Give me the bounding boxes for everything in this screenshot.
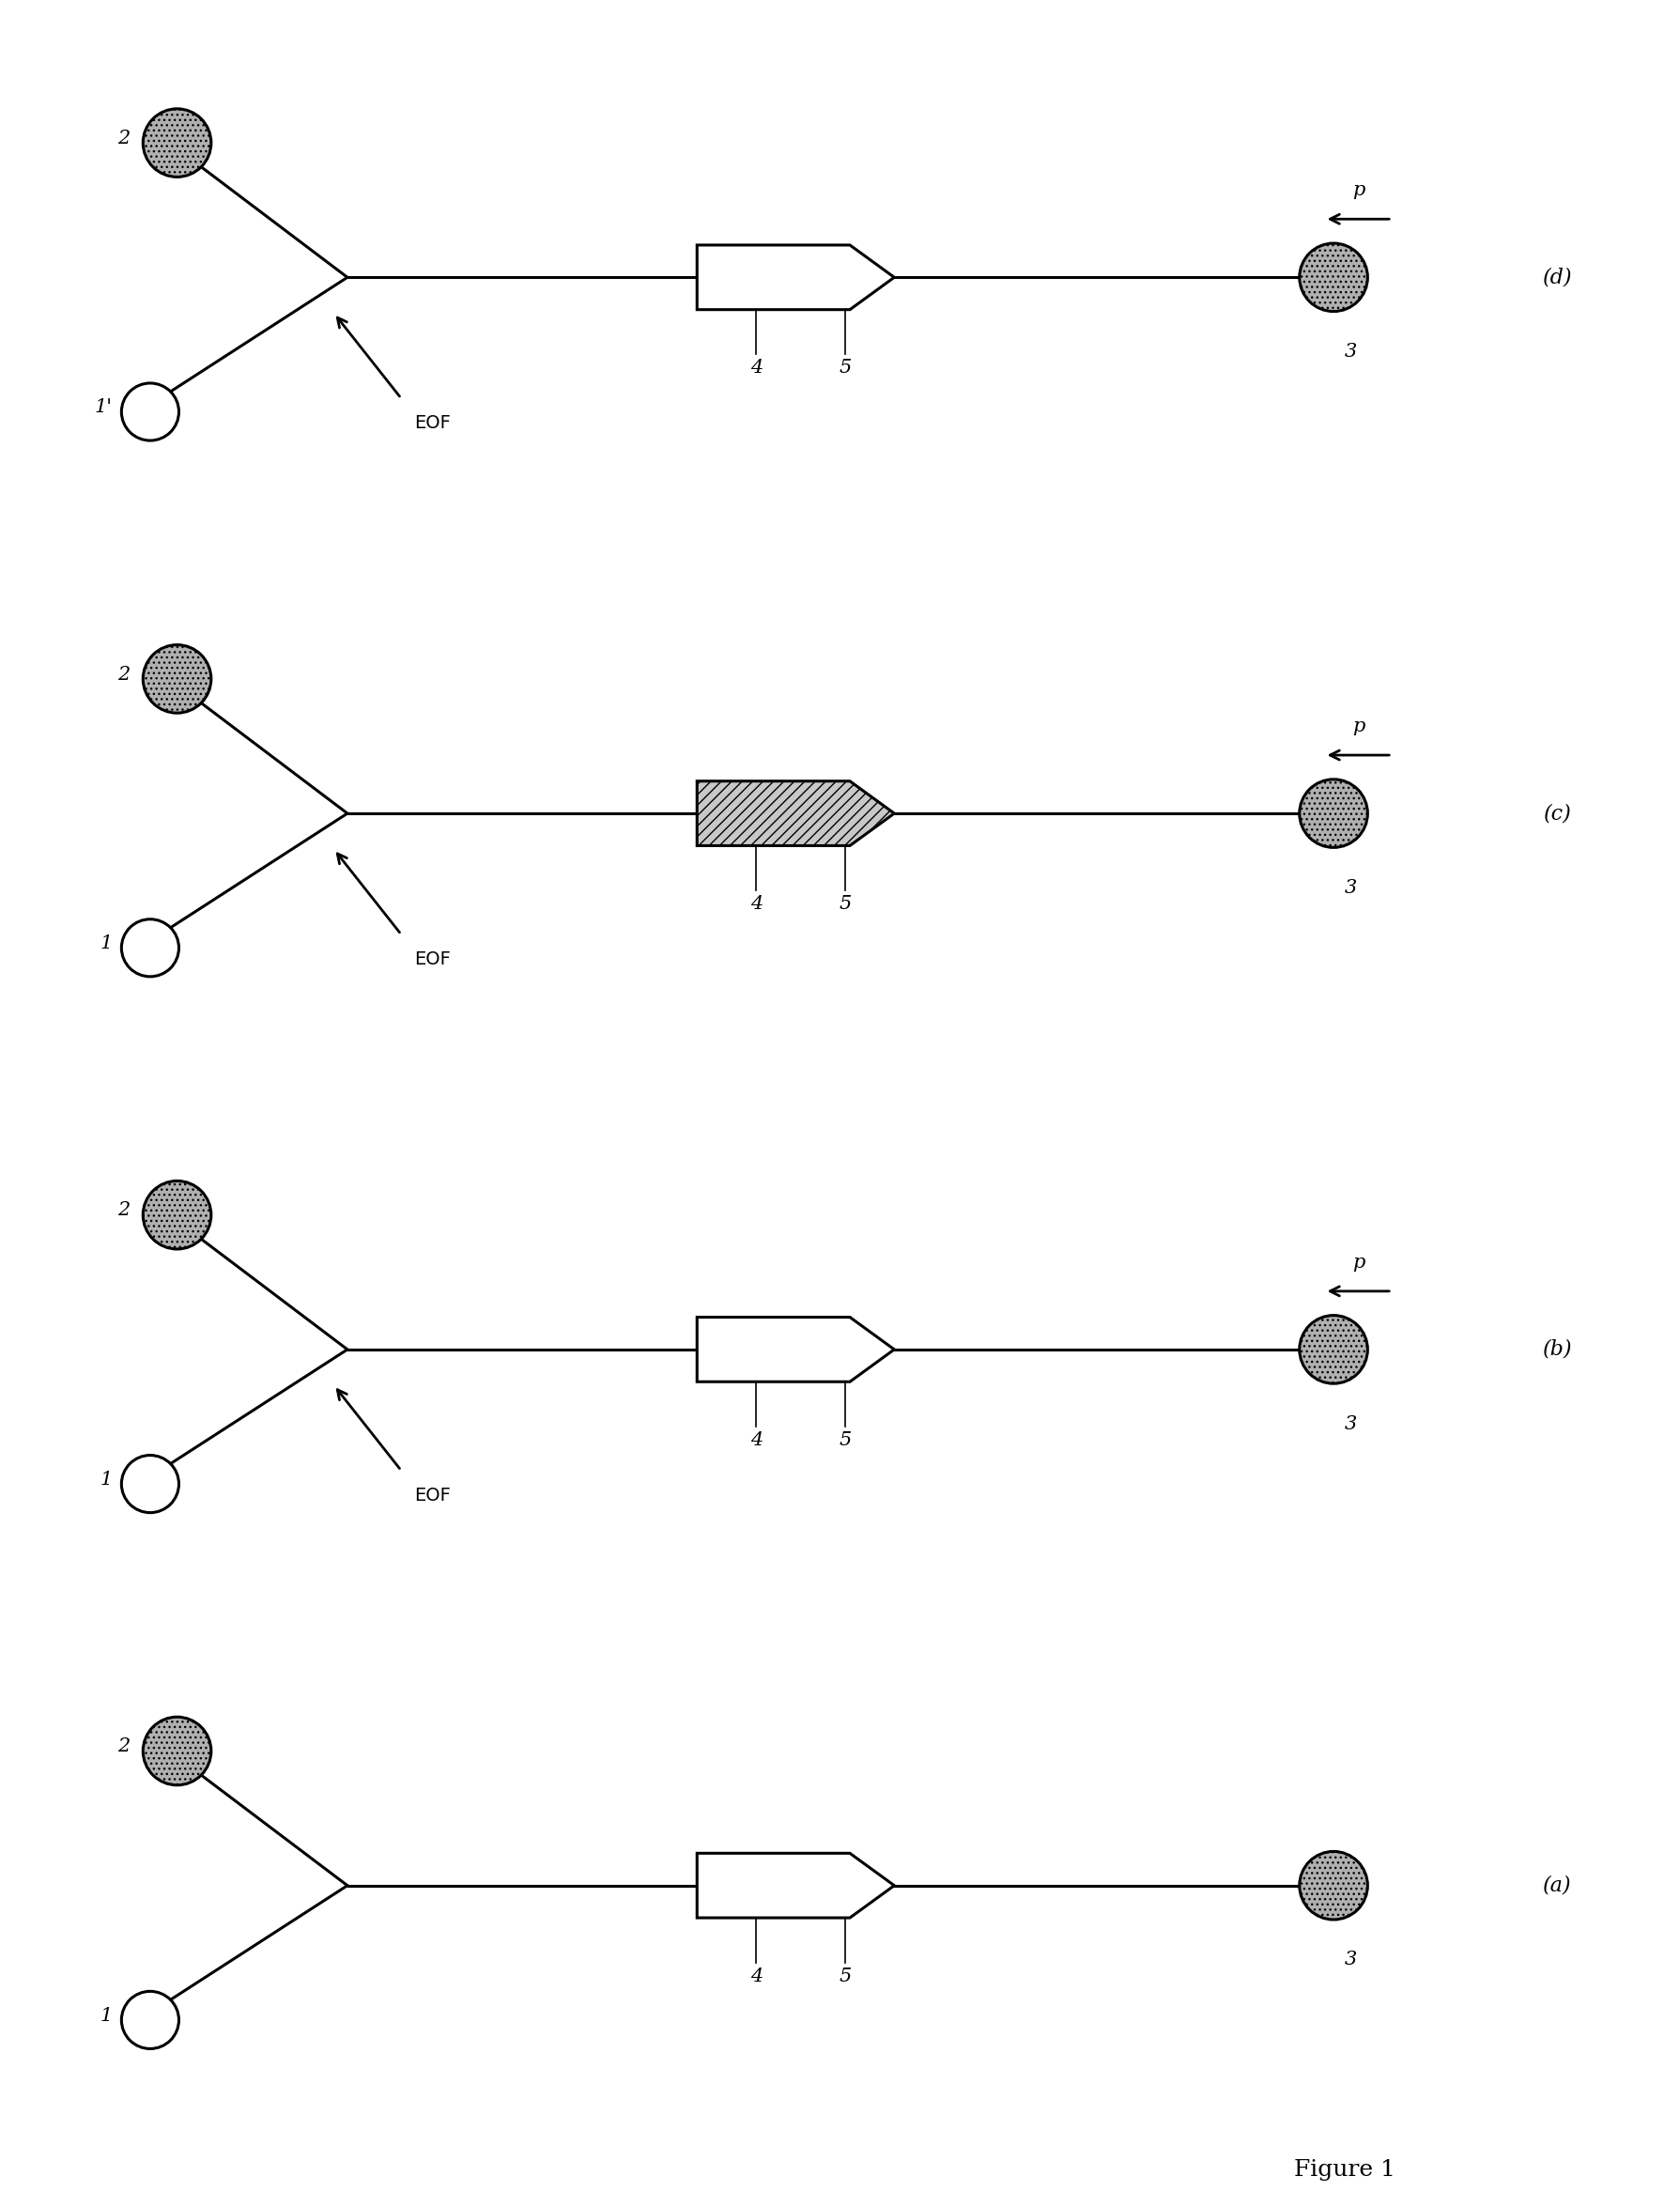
Text: 3: 3 [1344,1951,1356,1969]
Text: 4: 4 [749,1430,763,1448]
Polygon shape [697,1318,894,1382]
Text: 5: 5 [838,1966,850,1984]
Circle shape [121,918,178,975]
Text: 2: 2 [118,1201,129,1220]
Text: EOF: EOF [415,415,450,433]
Text: p: p [1351,717,1364,735]
Text: (c): (c) [1542,803,1571,823]
Circle shape [143,1717,212,1785]
Text: 4: 4 [749,1966,763,1984]
Text: 1': 1' [94,399,113,417]
Text: 3: 3 [1344,342,1356,360]
Text: 5: 5 [838,896,850,914]
Text: p: p [1351,181,1364,199]
Circle shape [1299,779,1368,847]
Text: 1: 1 [101,934,113,953]
Circle shape [143,644,212,713]
Circle shape [121,1454,178,1512]
Text: 4: 4 [749,896,763,914]
Circle shape [1299,243,1368,311]
Polygon shape [697,245,894,309]
Text: (d): (d) [1542,267,1571,287]
Text: Figure 1: Figure 1 [1294,2158,1394,2181]
Text: 4: 4 [749,360,763,377]
Circle shape [143,1181,212,1249]
Text: (a): (a) [1542,1876,1571,1896]
Text: 3: 3 [1344,1415,1356,1432]
Text: EOF: EOF [415,951,450,969]
Text: 2: 2 [118,1737,129,1755]
Text: 5: 5 [838,360,850,377]
Text: 3: 3 [1344,878,1356,896]
Text: 1: 1 [101,2006,113,2024]
Circle shape [1299,1315,1368,1384]
Polygon shape [697,1854,894,1918]
Circle shape [121,1991,178,2048]
Circle shape [121,384,178,441]
Text: 1: 1 [101,1470,113,1488]
Polygon shape [697,781,894,845]
Text: 5: 5 [838,1430,850,1448]
Text: (b): (b) [1542,1340,1571,1360]
Circle shape [143,108,212,177]
Text: 2: 2 [118,130,129,148]
Text: 2: 2 [118,667,129,684]
Text: p: p [1351,1254,1364,1271]
Text: EOF: EOF [415,1488,450,1505]
Circle shape [1299,1852,1368,1920]
